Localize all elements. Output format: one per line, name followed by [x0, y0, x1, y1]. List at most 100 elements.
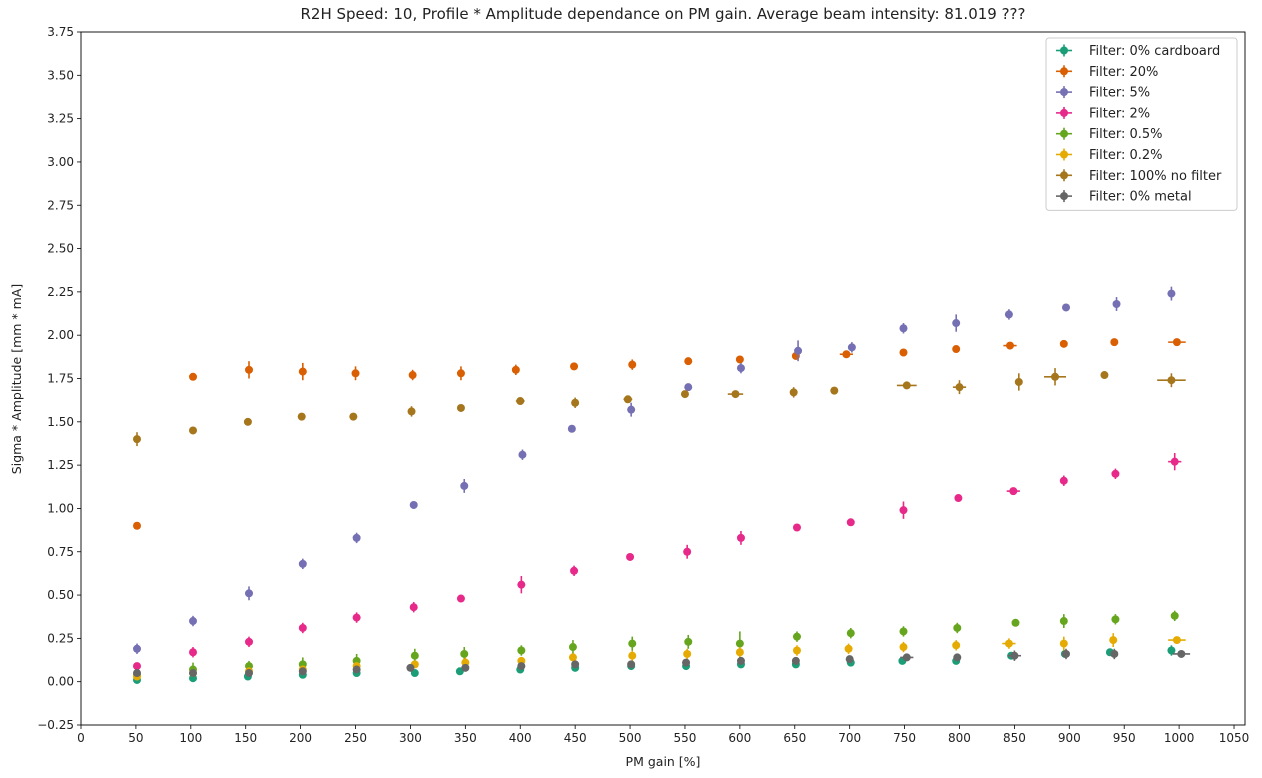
- legend-label: Filter: 0% cardboard: [1089, 44, 1220, 59]
- chart-title: R2H Speed: 10, Profile * Amplitude depen…: [301, 5, 1026, 23]
- data-point: [245, 669, 254, 678]
- data-point: [789, 388, 798, 397]
- data-point: [511, 365, 520, 374]
- data-point: [1177, 649, 1186, 658]
- x-tick-label: 300: [399, 731, 422, 745]
- x-tick-label: 50: [128, 731, 143, 745]
- data-point: [189, 372, 198, 381]
- x-tick-label: 750: [893, 731, 916, 745]
- data-point: [1167, 646, 1176, 655]
- x-axis-label: PM gain [%]: [626, 754, 701, 769]
- legend-label: Filter: 0.2%: [1089, 148, 1163, 163]
- data-point: [352, 533, 361, 542]
- data-point: [1100, 371, 1109, 380]
- x-tick-label: 350: [454, 731, 477, 745]
- data-point: [1110, 649, 1119, 658]
- data-point: [899, 506, 908, 515]
- x-tick-label: 250: [344, 731, 367, 745]
- data-point: [683, 649, 692, 658]
- data-point: [1167, 289, 1176, 298]
- data-point: [571, 398, 580, 407]
- data-point: [844, 644, 853, 653]
- data-point: [189, 669, 198, 678]
- legend-label: Filter: 0.5%: [1089, 127, 1163, 142]
- data-point: [736, 364, 745, 373]
- legend: Filter: 0% cardboard Filter: 20% Filter: 5…: [1045, 37, 1238, 211]
- x-tick-label: 700: [838, 731, 861, 745]
- data-point: [243, 417, 252, 426]
- data-point: [899, 627, 908, 636]
- x-axis: 0 50 100 150 200 250 300 350 400 450 500 550 600 650 7…: [77, 725, 1249, 745]
- x-tick-label: 600: [728, 731, 751, 745]
- data-point: [517, 662, 526, 671]
- y-tick-label: 3.50: [47, 68, 74, 82]
- data-point: [735, 355, 744, 364]
- data-point: [623, 395, 632, 404]
- data-point: [626, 552, 635, 561]
- data-point: [245, 637, 254, 646]
- data-point: [683, 547, 692, 556]
- data-point: [349, 412, 358, 421]
- data-point: [460, 481, 469, 490]
- data-point: [1004, 639, 1013, 648]
- y-tick-label: 0.75: [47, 545, 74, 559]
- data-point: [684, 637, 693, 646]
- y-tick-label: 3.00: [47, 155, 74, 169]
- data-point: [1010, 651, 1019, 660]
- x-tick-label: 950: [1113, 731, 1136, 745]
- y-tick-label: 2.75: [47, 198, 74, 212]
- data-point: [461, 663, 470, 672]
- x-tick-label: 900: [1058, 731, 1081, 745]
- data-point: [189, 426, 198, 435]
- legend-item: Filter: 0.5%: [1056, 127, 1163, 142]
- data-point: [567, 424, 576, 433]
- data-point: [1051, 372, 1060, 381]
- data-point: [955, 383, 964, 392]
- y-tick-label: 1.00: [47, 501, 74, 515]
- legend-item: Filter: 5%: [1056, 86, 1150, 101]
- y-tick-label: 1.50: [47, 415, 74, 429]
- legend-item: Filter: 0% metal: [1056, 190, 1192, 205]
- data-point: [1004, 310, 1013, 319]
- data-point: [298, 559, 307, 568]
- legend-marker: [1060, 150, 1068, 159]
- series-6: [133, 633, 1186, 681]
- data-point: [682, 658, 691, 667]
- legend-marker: [1060, 171, 1068, 180]
- data-point: [792, 646, 801, 655]
- data-point: [456, 403, 465, 412]
- data-point: [830, 386, 839, 395]
- data-point: [792, 523, 801, 532]
- data-point: [406, 663, 415, 672]
- plot-area: [133, 286, 1191, 684]
- data-point: [842, 350, 851, 359]
- data-point: [298, 367, 307, 376]
- data-point: [1062, 303, 1071, 312]
- y-tick-label: 0.25: [47, 631, 74, 645]
- data-point: [1111, 615, 1120, 624]
- data-point: [245, 365, 254, 374]
- x-tick-label: 150: [234, 731, 257, 745]
- data-point: [189, 648, 198, 657]
- series-7: [133, 368, 1186, 447]
- series-2: [133, 338, 1186, 530]
- data-point: [409, 603, 418, 612]
- data-point: [953, 653, 962, 662]
- legend-label: Filter: 20%: [1089, 65, 1158, 80]
- data-point: [731, 390, 740, 399]
- series-1: [133, 645, 1176, 684]
- series-5: [133, 610, 1179, 679]
- data-point: [1059, 617, 1068, 626]
- legend-label: Filter: 2%: [1089, 106, 1150, 121]
- data-point: [408, 371, 417, 380]
- data-point: [1009, 487, 1018, 496]
- data-point: [1167, 376, 1176, 385]
- data-point: [1014, 377, 1023, 386]
- data-point: [298, 623, 307, 632]
- data-point: [902, 381, 911, 390]
- data-point: [407, 407, 416, 416]
- legend-marker: [1060, 108, 1068, 117]
- data-point: [133, 669, 142, 678]
- data-point: [1170, 457, 1179, 466]
